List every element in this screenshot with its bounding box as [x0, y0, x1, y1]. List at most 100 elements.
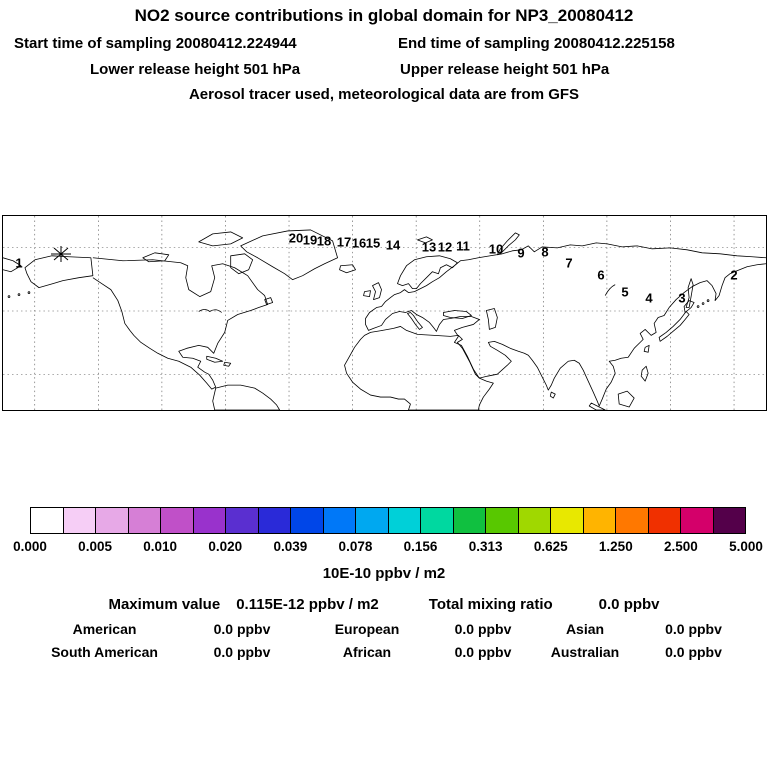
coast-greenland [240, 229, 338, 281]
coast-victoria-island [142, 252, 170, 263]
region-value: 0.0 ppbv [454, 621, 512, 637]
lower-release-text: Lower release height 501 hPa [90, 61, 301, 78]
colorbar-cell [128, 508, 161, 533]
colorbar-units: 10E-10 ppbv / m2 [322, 565, 446, 582]
colorbar-tick: 0.078 [338, 539, 373, 554]
total-mixing-ratio-label: Total mixing ratio [428, 596, 553, 613]
region-value: 0.0 ppbv [213, 644, 271, 660]
coast-ellesmere [198, 231, 244, 247]
trajectory-point-9: 9 [517, 245, 525, 261]
trajectory-point-3: 3 [678, 290, 686, 306]
coast-africa [344, 326, 494, 410]
colorbar-tick: 0.156 [403, 539, 438, 554]
region-name: African [342, 644, 392, 660]
coast-baffin [230, 253, 254, 275]
coast-sakhalin [685, 278, 694, 308]
coast-iceland [339, 264, 356, 274]
colorbar-cell [258, 508, 291, 533]
coast-hokkaido [683, 300, 695, 313]
region-value: 0.0 ppbv [665, 644, 722, 660]
colorbar-tick: 0.010 [143, 539, 178, 554]
region-name: American [72, 621, 137, 637]
max-value-label: Maximum value [108, 596, 221, 613]
coast-italy [407, 312, 423, 330]
coast-hispaniola [223, 361, 232, 367]
coast-novaya-zemlya [496, 232, 520, 256]
coast-philippines [640, 365, 649, 382]
coast-north-america [92, 257, 269, 390]
colorbar-cell [713, 508, 745, 533]
coast-cuba [206, 355, 224, 363]
aleutian-island-dot [7, 295, 11, 298]
great-lakes [198, 309, 222, 313]
trajectory-point-14: 14 [385, 237, 401, 253]
start-time-text: Start time of sampling 20080412.224944 [14, 35, 297, 52]
trajectory-point-16: 16 [351, 235, 367, 251]
colorbar-tick: 0.313 [468, 539, 503, 554]
colorbar-cell [421, 508, 454, 533]
region-contributions: American 0.0 ppbv European 0.0 ppbv Asia… [22, 619, 746, 663]
coast-uk [372, 282, 382, 300]
region-name: European [334, 621, 400, 637]
source-marker [50, 243, 72, 265]
trajectory-point-11: 11 [456, 238, 470, 254]
colorbar-cell [518, 508, 551, 533]
trajectory-point-2: 2 [730, 267, 738, 283]
world-map-svg [3, 216, 766, 410]
colorbar-cell [486, 508, 519, 533]
coast-japan [658, 311, 690, 342]
trajectory-point-12: 12 [437, 239, 453, 255]
coast-alaska [24, 255, 94, 289]
max-value-line: Maximum value 0.115E-12 ppbv / m2 Total … [0, 596, 768, 613]
lake-baikal [604, 284, 616, 296]
coast-ireland [363, 290, 371, 297]
upper-release-text: Upper release height 501 hPa [400, 61, 610, 78]
trajectory-point-4: 4 [645, 290, 653, 306]
colorbar-cell [226, 508, 259, 533]
colorbar-tick: 0.039 [273, 539, 308, 554]
trajectory-point-1: 1 [15, 255, 23, 271]
colorbar-cell [161, 508, 194, 533]
sampling-time-line: Start time of sampling 20080412.224944 E… [0, 35, 768, 55]
release-height-line: Lower release height 501 hPa Upper relea… [0, 61, 768, 81]
colorbar-cell [291, 508, 324, 533]
colorbar-tick: 2.500 [664, 539, 698, 554]
aleutian-island-dot [27, 291, 31, 294]
colorbar-cell [616, 508, 649, 533]
region-value: 0.0 ppbv [665, 621, 722, 637]
trajectory-point-18: 18 [316, 233, 332, 249]
coast-scandinavia [397, 255, 458, 290]
trajectory-point-8: 8 [541, 244, 549, 260]
trajectory-point-19: 19 [302, 232, 318, 248]
max-value: 0.115E-12 ppbv / m2 [236, 596, 379, 613]
coast-svalbard [417, 236, 433, 244]
coast-eurasia-south [365, 263, 766, 407]
trajectory-point-13: 13 [421, 239, 437, 255]
coast-sumatra [588, 402, 606, 410]
kuril-island-dot [701, 302, 705, 305]
trajectory-point-7: 7 [565, 255, 573, 271]
colorbar-cell [583, 508, 616, 533]
region-name: Australian [550, 644, 620, 660]
colorbar-cell [323, 508, 356, 533]
kuril-island-dot [696, 305, 700, 308]
colorbar-cell [96, 508, 129, 533]
coast-caspian-sea [485, 308, 498, 330]
kuril-island-dot [706, 299, 710, 302]
region-name: South American [51, 644, 158, 660]
colorbar-tick: 0.000 [13, 539, 47, 554]
colorbar-tick: 0.020 [208, 539, 243, 554]
trajectory-point-15: 15 [365, 235, 381, 251]
coast-newfoundland [264, 297, 274, 305]
colorbar-cell [31, 508, 64, 533]
coastlines [3, 229, 766, 410]
trajectory-point-5: 5 [621, 284, 629, 300]
coast-eurasia-arctic [381, 242, 766, 307]
coast-black-sea [443, 310, 472, 319]
coast-chukotka-west [3, 257, 22, 273]
graticule [3, 216, 766, 410]
world-map: 1 2 3 4 5 6 7 8 9 10 11 12 13 14 15 16 17 18 19 20 [2, 215, 767, 411]
tracer-info-text: Aerosol tracer used, meteorological data… [188, 86, 580, 103]
coast-south-america [212, 384, 281, 410]
colorbar-tick: 1.250 [598, 539, 633, 554]
